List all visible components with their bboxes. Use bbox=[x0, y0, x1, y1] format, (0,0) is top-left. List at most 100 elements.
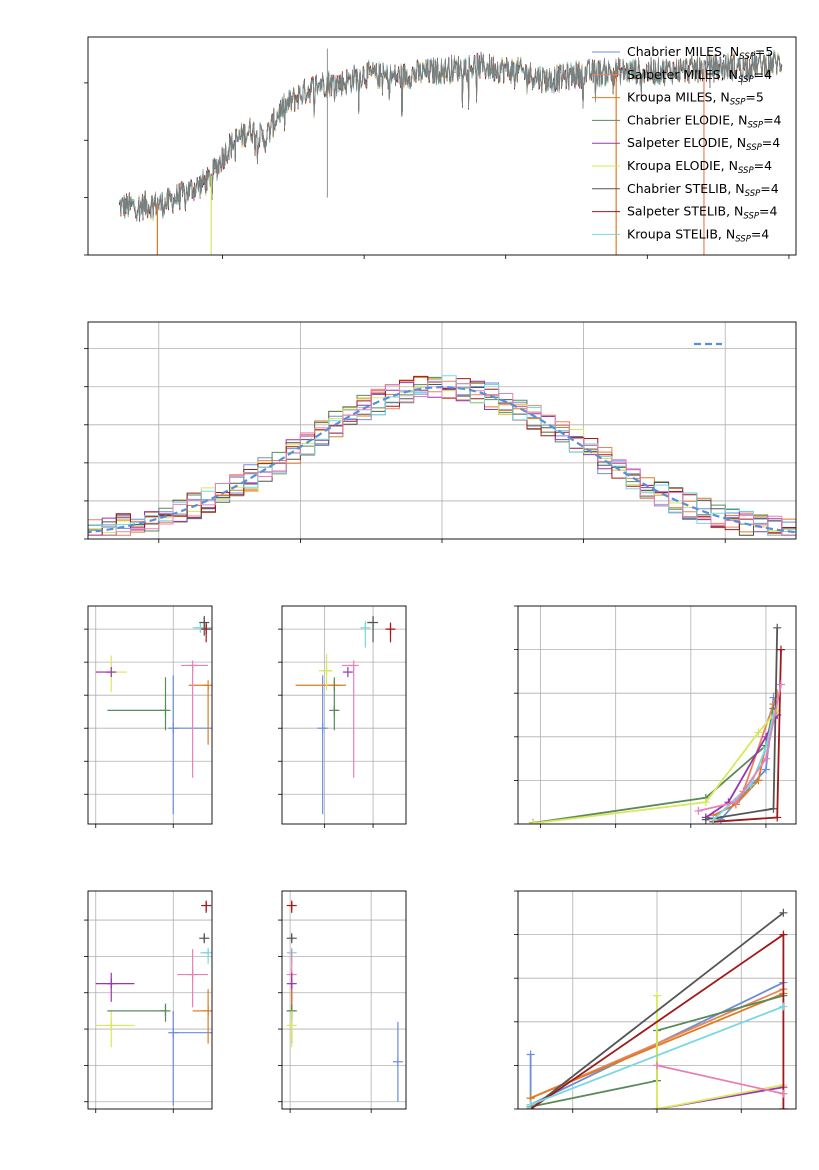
legend-suffix: =4 bbox=[762, 135, 780, 150]
series-point bbox=[754, 776, 763, 785]
errorbar-point bbox=[95, 972, 135, 1002]
legend-entry: Salpeter ELODIE, NSSP=4 bbox=[627, 135, 780, 153]
legend-entry: Salpeter MILES, NSSP=4 bbox=[627, 67, 772, 85]
chart-residuals bbox=[84, 321, 797, 543]
axes-frame bbox=[87, 890, 213, 1110]
legend-sub: SSP bbox=[735, 234, 751, 244]
series-point bbox=[779, 1089, 788, 1098]
errorbar-point bbox=[181, 660, 209, 778]
errorbar-point bbox=[107, 1003, 171, 1022]
errorbar-point bbox=[329, 677, 340, 731]
legend-label: Salpeter MILES, N bbox=[627, 67, 738, 82]
legend-suffix: =4 bbox=[759, 204, 777, 219]
series-point bbox=[773, 813, 782, 822]
legend-label: Kroupa STELIB, N bbox=[627, 226, 735, 241]
series-point bbox=[769, 804, 778, 813]
legend-suffix: =4 bbox=[754, 158, 772, 173]
series-point bbox=[761, 765, 770, 774]
axes-frame bbox=[87, 36, 797, 256]
histogram-step bbox=[88, 381, 796, 536]
errorbar-point bbox=[177, 949, 209, 1008]
errorbar-point bbox=[317, 675, 328, 815]
series-line bbox=[698, 684, 782, 812]
plot-area bbox=[518, 891, 796, 1109]
errorbar-point bbox=[367, 615, 379, 643]
series-point bbox=[776, 680, 785, 689]
series-point bbox=[776, 645, 785, 654]
plot-area bbox=[282, 891, 406, 1109]
errorbar-point bbox=[168, 675, 212, 815]
legend-label: Kroupa MILES, N bbox=[627, 90, 730, 105]
series-point bbox=[709, 815, 718, 824]
legend-label: Salpeter ELODIE, N bbox=[627, 135, 746, 150]
series-line bbox=[532, 710, 778, 824]
series-point bbox=[653, 991, 661, 1000]
series-line bbox=[656, 995, 784, 1109]
chart-age-vs-mass bbox=[278, 605, 407, 828]
series-point bbox=[779, 1105, 788, 1109]
legend-suffix: =4 bbox=[760, 181, 778, 196]
errorbar-point bbox=[342, 660, 359, 778]
series-point bbox=[529, 819, 538, 824]
legend-label: Chabrier STELIB, N bbox=[627, 181, 745, 196]
legend-label: Salpeter STELIB, N bbox=[627, 204, 743, 219]
series-point bbox=[761, 754, 770, 763]
plot-area bbox=[88, 322, 796, 539]
errorbar-point bbox=[188, 680, 212, 745]
errorbar-point bbox=[286, 933, 297, 944]
errorbar-point bbox=[199, 933, 210, 944]
legend-suffix: =5 bbox=[755, 44, 773, 59]
errorbar-point bbox=[286, 900, 297, 913]
plot-area bbox=[88, 606, 212, 824]
axes-frame bbox=[281, 605, 407, 825]
legend-entry: Chabrier STELIB, NSSP=4 bbox=[627, 181, 779, 199]
errorbar-point bbox=[95, 1010, 135, 1048]
axes-frame bbox=[517, 890, 797, 1110]
plot-area bbox=[88, 891, 212, 1109]
errorbar-point bbox=[392, 1021, 403, 1102]
legend-entry: Kroupa MILES, NSSP=5 bbox=[627, 90, 764, 108]
series-line bbox=[530, 1005, 784, 1106]
axes-frame bbox=[87, 321, 797, 540]
legend-label: Chabrier MILES, N bbox=[627, 44, 739, 59]
errorbar-point bbox=[295, 680, 346, 691]
series-line bbox=[532, 708, 775, 824]
series-line bbox=[656, 1064, 784, 1095]
errorbar-point bbox=[201, 900, 212, 913]
legend-sub: SSP bbox=[738, 75, 754, 85]
normal-reference-curve bbox=[88, 385, 796, 534]
legend-suffix: =4 bbox=[751, 226, 769, 241]
plot-area bbox=[118, 48, 783, 255]
legend-label: Kroupa ELODIE, N bbox=[627, 158, 738, 173]
errorbar-point bbox=[286, 1010, 297, 1048]
axes-frame bbox=[87, 605, 213, 825]
series-point bbox=[653, 1105, 661, 1109]
series-point bbox=[526, 1050, 535, 1059]
errorbar-point bbox=[200, 947, 212, 964]
chart-age-vs-Z bbox=[84, 605, 213, 828]
legend-label: Chabrier ELODIE, N bbox=[627, 112, 747, 127]
series-point bbox=[701, 815, 710, 824]
legend-sub: SSP bbox=[730, 98, 746, 108]
errorbar-point bbox=[318, 654, 333, 691]
chart-weight-vs-Z bbox=[514, 890, 797, 1113]
series-point bbox=[773, 623, 782, 632]
legend-sub: SSP bbox=[745, 189, 761, 199]
legend-suffix: =4 bbox=[763, 112, 781, 127]
errorbar-point bbox=[360, 621, 371, 648]
errorbar-point bbox=[385, 622, 396, 643]
series-point bbox=[779, 1002, 788, 1011]
series-line bbox=[530, 912, 784, 1109]
series-point bbox=[653, 1061, 661, 1070]
legend-entry: Chabrier MILES, NSSP=5 bbox=[627, 44, 773, 62]
legend-sub: SSP bbox=[747, 120, 763, 130]
plot-area bbox=[518, 606, 796, 824]
errorbar-point bbox=[168, 1010, 212, 1106]
series-point bbox=[701, 798, 710, 807]
plot-area bbox=[282, 606, 406, 824]
errorbar-point bbox=[95, 667, 117, 678]
legend-entry: Kroupa ELODIE, NSSP=4 bbox=[627, 158, 772, 176]
